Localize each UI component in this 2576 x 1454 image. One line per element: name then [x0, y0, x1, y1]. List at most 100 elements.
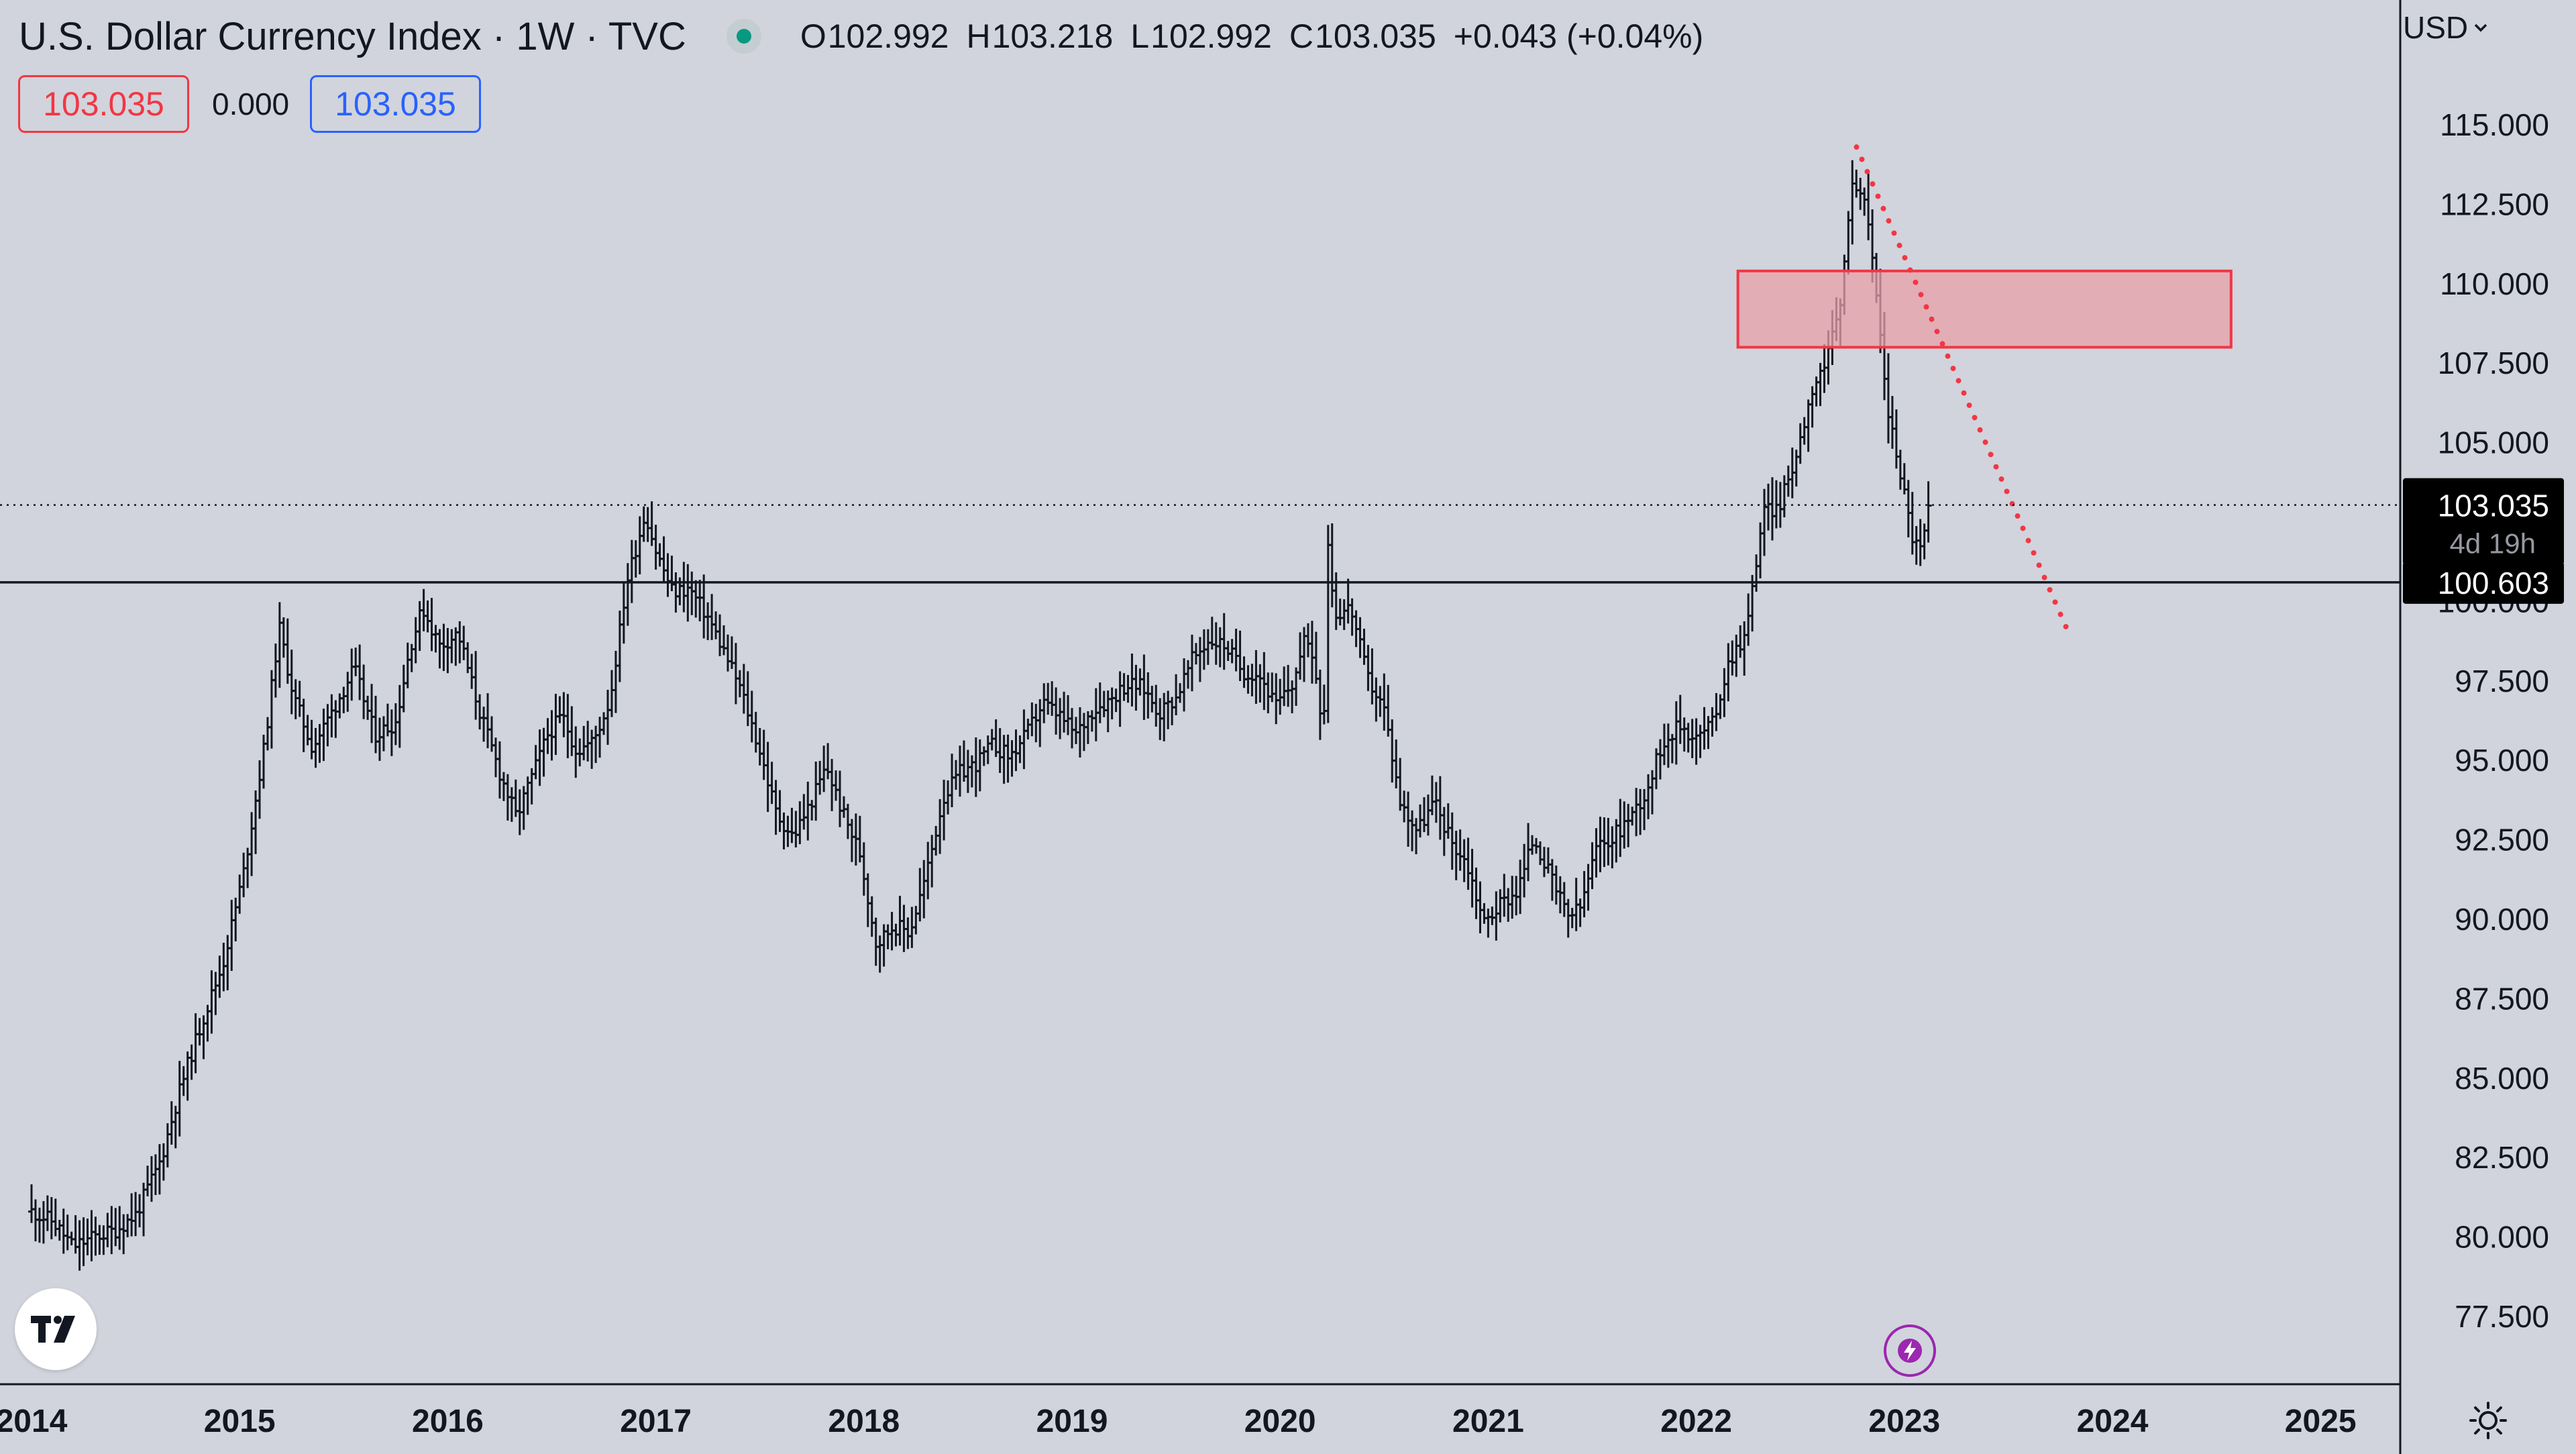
ohlc-bar	[860, 842, 867, 896]
ohlc-bar	[840, 796, 847, 818]
ohlc-bar	[876, 935, 883, 973]
ohlc-bar	[1556, 876, 1564, 914]
ohlc-bar	[96, 1225, 103, 1255]
ohlc-bar	[1108, 687, 1116, 720]
ohlc-bar	[1364, 645, 1372, 691]
ohlc-bar	[1136, 668, 1144, 696]
ohlc-bar	[112, 1208, 119, 1247]
ohlc-bar	[1645, 774, 1652, 819]
ohlc-bar	[872, 917, 879, 966]
ohlc-bar	[76, 1220, 83, 1271]
ohlc-bar	[1377, 686, 1384, 717]
drawing-overlays	[0, 144, 2400, 636]
ohlc-bar	[772, 780, 780, 835]
ohlc-bar	[744, 671, 751, 727]
ohlc-bar	[1228, 639, 1236, 664]
ohlc-bar	[1477, 881, 1484, 934]
ohlc-bar	[668, 556, 676, 592]
ohlc-bar	[1676, 694, 1684, 744]
y-tick-label: 80.000	[2455, 1220, 2549, 1255]
ohlc-bar	[140, 1182, 148, 1237]
ohlc-bar	[932, 825, 940, 856]
ohlc-bar	[1256, 664, 1264, 703]
ohlc-bar	[928, 835, 936, 888]
ohlc-bar	[184, 1051, 191, 1101]
ohlc-bar	[652, 524, 659, 570]
ohlc-bar	[792, 811, 800, 847]
ohlc-bar	[1165, 690, 1172, 729]
ohlc-bar	[808, 800, 816, 821]
lightning-icon[interactable]	[1884, 1325, 1936, 1377]
symbol-title[interactable]: U.S. Dollar Currency Index · 1W · TVC	[19, 14, 686, 58]
ohlc-bar	[192, 1013, 199, 1074]
currency-selector[interactable]: USD	[2403, 9, 2489, 46]
ohlc-bar	[144, 1165, 151, 1196]
ohlc-bar	[1368, 648, 1376, 705]
ohlc-bar	[432, 625, 439, 653]
ohlc-bar	[616, 611, 623, 682]
ohlc-bar	[692, 580, 700, 618]
ohlc-bar	[1660, 723, 1668, 766]
ohlc-bar	[1757, 522, 1764, 578]
ohlc-bar	[120, 1214, 127, 1255]
ohlc-bar	[756, 727, 763, 766]
ohlc-bar	[1796, 423, 1804, 464]
ohlc-bar	[1236, 630, 1244, 681]
ohlc-bar	[868, 896, 875, 937]
ohlc-bar	[824, 743, 832, 780]
ohlc-bar	[768, 762, 775, 804]
y-tick-label: 112.500	[2440, 187, 2549, 221]
ohlc-bar	[348, 648, 356, 701]
ohlc-bar	[1585, 864, 1592, 911]
y-tick-label: 82.500	[2455, 1140, 2549, 1175]
tradingview-logo-icon[interactable]	[15, 1288, 97, 1370]
ohlc-bar	[1432, 782, 1440, 823]
ohlc-bar	[1589, 842, 1596, 890]
ohlc-bar	[372, 695, 380, 754]
ohlc-bar	[640, 506, 647, 542]
ohlc-bar	[1012, 729, 1020, 772]
ohlc-bar	[1921, 523, 1928, 560]
ohlc-bar	[1849, 160, 1856, 245]
sun-settings-icon[interactable]	[2465, 1398, 2511, 1443]
sell-button[interactable]: 103.035	[18, 75, 189, 133]
ohlc-bar	[816, 761, 824, 795]
x-tick-label: 2022	[1660, 1404, 1732, 1439]
ohlc-bar	[60, 1208, 67, 1254]
ohlc-bar	[200, 1015, 207, 1059]
ohlc-bar	[1904, 480, 1912, 537]
ohlc-bar	[964, 749, 971, 793]
ohlc-bar	[352, 647, 360, 676]
ohlc-bar	[949, 754, 956, 808]
ohlc-bar	[1909, 492, 1916, 555]
ohlc-bar	[1192, 643, 1199, 665]
ohlc-bar	[368, 684, 376, 743]
ohlc-bar	[1304, 623, 1311, 658]
ohlc-bar	[420, 588, 427, 631]
ohlc-bar	[552, 693, 559, 756]
ohlc-bar	[1817, 362, 1824, 407]
ohlc-bar	[1065, 694, 1072, 735]
ohlc-bar	[732, 643, 739, 705]
ohlc-bar	[28, 1184, 35, 1223]
ohlc-bar	[248, 812, 256, 876]
ohlc-close: C103.035	[1289, 17, 1436, 55]
ohlc-bar	[1281, 666, 1288, 707]
ohlc-bar	[592, 725, 600, 764]
ohlc-bar	[1641, 788, 1648, 831]
ohlc-bar	[1813, 376, 1820, 407]
ohlc-bar	[444, 627, 451, 674]
ohlc-bar	[344, 672, 352, 712]
ohlc-bar	[1684, 723, 1692, 753]
ohlc-bar	[1737, 625, 1744, 658]
ohlc-bar	[1481, 902, 1488, 924]
ohlc-bar	[396, 684, 403, 748]
ohlc-bar	[600, 712, 608, 735]
buy-button[interactable]: 103.035	[310, 75, 481, 133]
ohlc-bar	[508, 787, 515, 822]
ohlc-bar	[1409, 810, 1416, 851]
ohlc-bar	[556, 696, 564, 723]
ohlc-bar	[268, 670, 275, 749]
